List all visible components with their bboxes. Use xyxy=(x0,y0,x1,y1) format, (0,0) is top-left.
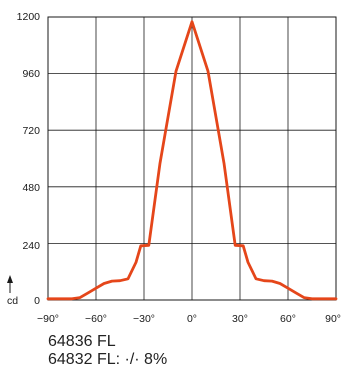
x-tick-label: 0° xyxy=(187,313,197,325)
y-axis: 0 240 480 720 960 1200 cd xyxy=(7,11,40,307)
intensity-curve xyxy=(46,20,338,301)
y-tick-label: 1200 xyxy=(17,11,41,23)
x-tick-label: −60° xyxy=(85,313,107,325)
x-axis: −90° −60° −30° 0° 30° 60° 90° xyxy=(37,313,341,325)
light-distribution-chart: −90° −60° −30° 0° 30° 60° 90° 0 240 480 … xyxy=(7,11,341,325)
x-tick-label: 90° xyxy=(325,313,341,325)
y-tick-label: 240 xyxy=(22,240,40,252)
y-tick-label: 720 xyxy=(22,125,40,137)
y-tick-label: 0 xyxy=(34,295,40,307)
up-arrow-icon xyxy=(7,275,13,293)
x-tick-label: −90° xyxy=(37,313,59,325)
x-tick-label: −30° xyxy=(133,313,155,325)
y-tick-label: 480 xyxy=(22,182,40,194)
y-tick-label: 960 xyxy=(22,68,40,80)
x-tick-label: 60° xyxy=(280,313,296,325)
y-axis-unit-label: cd xyxy=(7,295,18,307)
x-tick-label: 30° xyxy=(232,313,248,325)
grid-lines xyxy=(47,16,337,301)
caption-line-2: 64832 FL: ·/· 8% xyxy=(48,351,168,368)
caption-line-1: 64836 FL xyxy=(48,333,116,350)
